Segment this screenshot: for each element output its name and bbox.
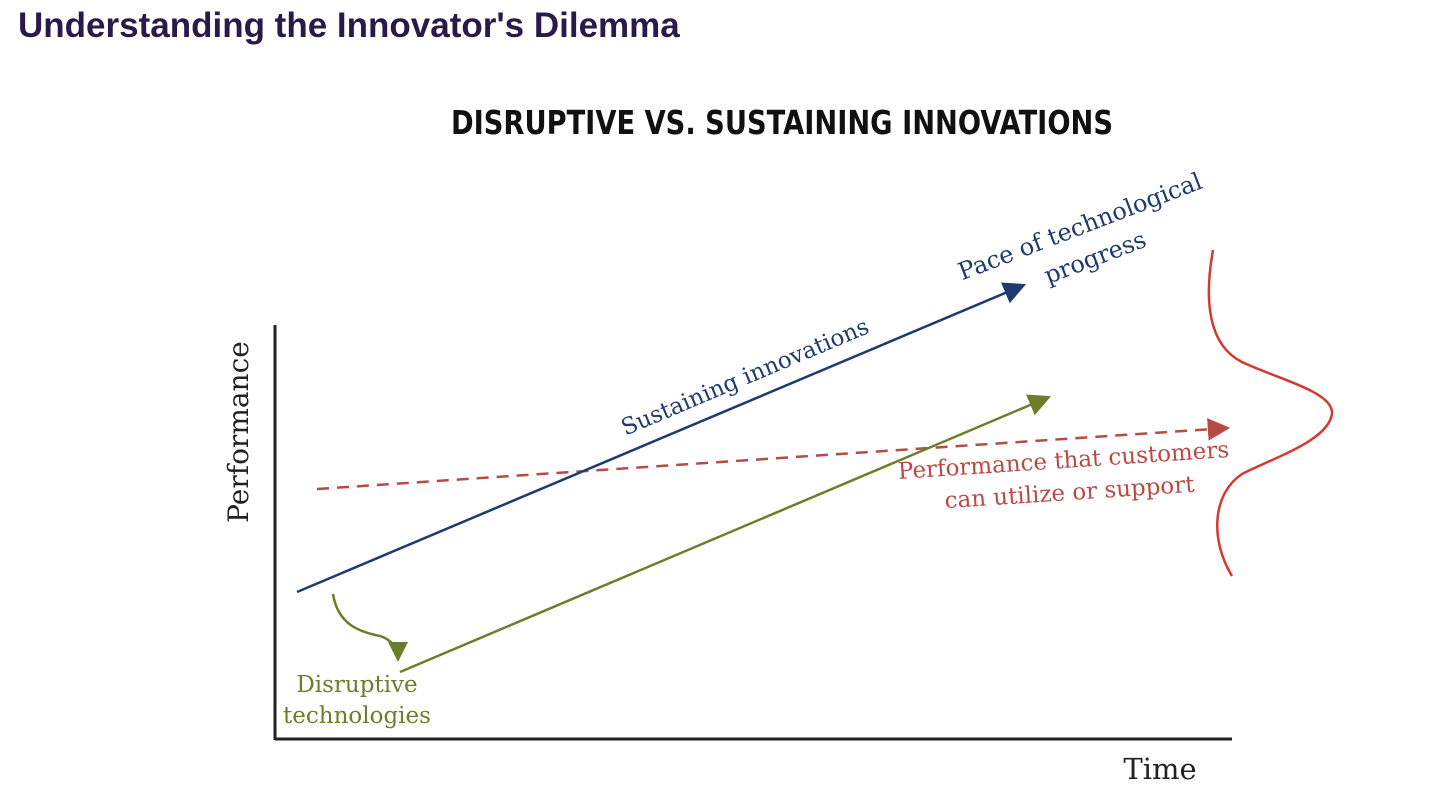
sustaining-innovations-label: Sustaining innovations (618, 314, 873, 442)
customer-performance-line (316, 418, 1231, 491)
disruption-curve-arrow (331, 593, 408, 662)
disruptive-label-line1: Disruptive (296, 672, 417, 698)
sustaining-innovations-line (296, 282, 1027, 594)
y-axis-label: Performance (222, 341, 255, 523)
x-axis-label: Time (1123, 752, 1196, 786)
disruptive-technologies-line (399, 394, 1052, 674)
diagram-heading: DISRUPTIVE VS. SUSTAINING INNOVATIONS (451, 103, 1113, 142)
disruptive-label-line2: technologies (283, 703, 431, 729)
page-title: Understanding the Innovator's Dilemma (18, 6, 680, 45)
customer-distribution-curve (1207, 249, 1334, 577)
